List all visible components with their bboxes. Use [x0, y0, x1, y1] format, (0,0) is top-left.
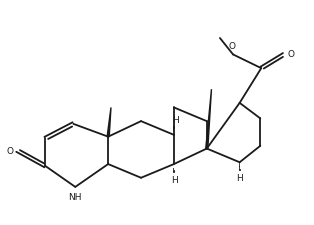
Text: NH: NH	[68, 192, 81, 201]
Polygon shape	[206, 90, 211, 149]
Text: O: O	[287, 50, 294, 59]
Polygon shape	[107, 108, 111, 137]
Text: O: O	[229, 42, 236, 51]
Text: H: H	[236, 174, 243, 183]
Text: H: H	[171, 176, 178, 184]
Text: O: O	[7, 146, 14, 155]
Text: H: H	[172, 116, 179, 125]
